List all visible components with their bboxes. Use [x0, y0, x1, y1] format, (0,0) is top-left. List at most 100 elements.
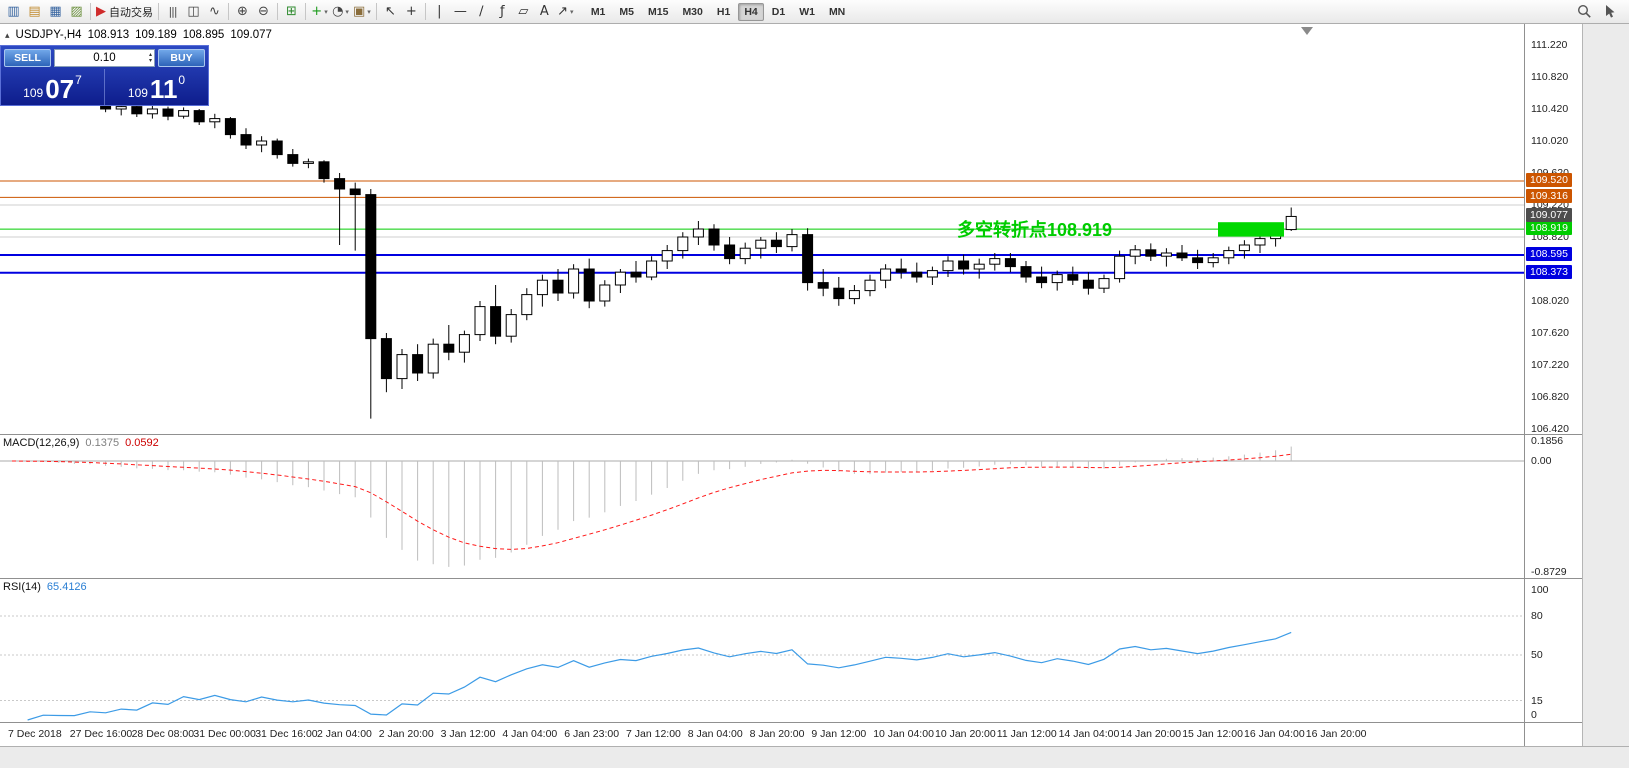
candle: [271, 140, 283, 156]
price-scale[interactable]: 111.220110.820110.420110.020109.620109.2…: [1524, 24, 1582, 746]
trendline-icon[interactable]: ∕: [471, 2, 492, 22]
timeframe-m30[interactable]: M30: [682, 5, 703, 18]
candle: [958, 260, 970, 270]
line-chart-icon[interactable]: ∿: [204, 2, 225, 22]
main-chart-pane[interactable]: 多空转折点108.919 ▴ USDJPY-,H4 108.913 109.18…: [0, 24, 1524, 434]
rsi-label: RSI(14) 65.4126: [3, 581, 87, 593]
timeframe-m5[interactable]: M5: [619, 5, 634, 18]
periods-icon[interactable]: ◔ ▾: [330, 2, 351, 22]
indicators-icon[interactable]: + ▾: [309, 2, 330, 22]
toolbar-separator: [277, 3, 278, 20]
timeframe-w1[interactable]: W1: [799, 5, 815, 18]
candle: [911, 271, 923, 278]
toolbar-separator: [305, 3, 306, 20]
buy-button[interactable]: BUY: [158, 48, 205, 67]
time-axis-label: 27 Dec 16:00: [69, 728, 133, 740]
cursor-icon[interactable]: ↖: [380, 2, 401, 22]
candle: [677, 236, 689, 252]
sell-button[interactable]: SELL: [4, 48, 51, 67]
macd-pane[interactable]: MACD(12,26,9) 0.1375 0.0592: [0, 435, 1524, 578]
zoom-out-icon-glyph: ⊖: [258, 4, 269, 19]
rsi-pane[interactable]: RSI(14) 65.4126: [0, 579, 1524, 722]
timeframe-d1[interactable]: D1: [771, 5, 786, 18]
pane-separator[interactable]: [0, 434, 1582, 435]
time-axis-label: 14 Jan 20:00: [1120, 728, 1182, 740]
vertical-line-icon[interactable]: |: [429, 2, 450, 22]
candle: [349, 188, 361, 196]
market-watch-icon[interactable]: ▦: [45, 2, 66, 22]
candle: [1176, 252, 1188, 259]
charts-icon[interactable]: ▤: [24, 2, 45, 22]
candle: [287, 154, 299, 164]
time-axis-label: 28 Dec 08:00: [131, 728, 195, 740]
candle: [178, 110, 190, 117]
time-axis-label: 4 Jan 04:00: [502, 728, 558, 740]
price-scale-label: 110.420: [1531, 103, 1569, 115]
buy-price-display[interactable]: 109 11 0: [105, 69, 208, 105]
highlight-rectangle[interactable]: [1218, 222, 1284, 237]
candlestick-chart-icon[interactable]: ◫: [183, 2, 204, 22]
annotation-text[interactable]: 多空转折点108.919: [957, 219, 1112, 240]
candle: [224, 118, 236, 136]
time-axis[interactable]: 7 Dec 2018 27 Dec 16:00 28 Dec 08:00 31 Dec…: [0, 723, 1524, 746]
one-click-quotes: 109 07 7 109 11 0: [1, 69, 208, 105]
macd-label: MACD(12,26,9) 0.1375 0.0592: [3, 437, 159, 449]
candle: [302, 161, 314, 164]
candle: [568, 268, 580, 294]
fibonacci-icon[interactable]: ƒ: [492, 2, 513, 22]
candle: [1238, 244, 1250, 252]
rsi-scale-label: 80: [1531, 610, 1543, 622]
new-order-icon[interactable]: ▥: [3, 2, 24, 22]
pane-separator[interactable]: [0, 578, 1582, 579]
volume-down-icon[interactable]: ▾: [148, 56, 152, 64]
timeframe-m1[interactable]: M1: [590, 5, 606, 18]
zoom-in-icon[interactable]: ⊕: [232, 2, 253, 22]
panel-collapse-icon[interactable]: ▴: [5, 29, 10, 40]
text-icon[interactable]: A: [534, 2, 555, 22]
toolbar-separator: [228, 3, 229, 20]
search-icon[interactable]: [1574, 2, 1595, 22]
candle: [458, 334, 470, 353]
buy-price-sup: 0: [178, 73, 186, 87]
chart-canvas[interactable]: 多空转折点108.919: [0, 24, 1524, 434]
candle: [240, 134, 252, 146]
templates-icon[interactable]: ▣ ▾: [351, 2, 373, 22]
one-click-controls: SELL 0.10 ▴ ▾ BUY: [1, 46, 208, 69]
arrows-icon[interactable]: ↗ ▾: [555, 2, 576, 22]
candle: [490, 306, 502, 337]
candle: [802, 234, 814, 284]
timeframe-mn[interactable]: MN: [828, 5, 846, 18]
volume-up-icon[interactable]: ▴: [148, 50, 152, 58]
candle: [1254, 238, 1266, 246]
volume-input[interactable]: 0.10 ▴ ▾: [54, 48, 155, 67]
symbol-period-label: USDJPY-,H4: [15, 29, 82, 41]
macd-main-value: 0.1375: [85, 437, 120, 449]
data-window-icon[interactable]: ▨: [66, 2, 87, 22]
candle: [833, 287, 845, 300]
toolbar-right: [1574, 2, 1626, 22]
timeframe-h4[interactable]: H4: [738, 2, 764, 21]
time-axis-label: 31 Dec 16:00: [255, 728, 318, 740]
shapes-icon-glyph: ▱: [518, 4, 529, 19]
tile-windows-icon[interactable]: ⊞: [281, 2, 302, 22]
horizontal-line-icon[interactable]: —: [450, 2, 471, 22]
candle: [724, 244, 736, 260]
sell-price-display[interactable]: 109 07 7: [1, 69, 105, 105]
zoom-out-icon[interactable]: ⊖: [253, 2, 274, 22]
bar-chart-icon[interactable]: |||: [162, 2, 183, 22]
macd-scale-label: 0.1856: [1531, 435, 1564, 447]
chart-shift-marker[interactable]: [1301, 27, 1313, 35]
price-line-label: 108.373: [1526, 264, 1572, 279]
autotrading-button[interactable]: ▶ 自动交易: [94, 2, 155, 22]
crosshair-icon[interactable]: +: [401, 2, 422, 22]
volume-spinner: ▴ ▾: [149, 50, 152, 66]
candle: [193, 110, 205, 123]
timeframe-m15[interactable]: M15: [648, 5, 669, 18]
pointer-icon[interactable]: [1599, 2, 1620, 22]
volume-value: 0.10: [93, 51, 116, 64]
timeframe-h1[interactable]: H1: [716, 5, 731, 18]
pane-separator[interactable]: [0, 722, 1582, 723]
rsi-line: [27, 631, 1292, 721]
shapes-icon[interactable]: ▱: [513, 2, 534, 22]
candle: [1067, 274, 1079, 281]
